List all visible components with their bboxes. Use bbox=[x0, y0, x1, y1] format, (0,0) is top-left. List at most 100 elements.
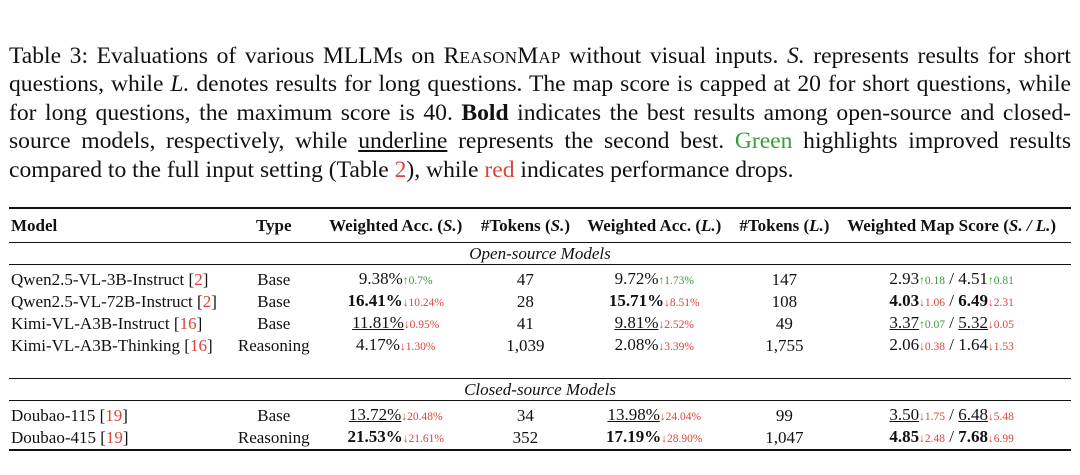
spacer-cell bbox=[9, 357, 1071, 379]
col-header-weighted-acc-long: Weighted Acc. (L.) bbox=[572, 207, 737, 243]
delta-down: ↓10.24% bbox=[402, 297, 444, 309]
model-cell: Doubao-415 [19] bbox=[9, 427, 235, 451]
citation-link[interactable]: 16 bbox=[179, 314, 197, 333]
type-cell: Reasoning bbox=[234, 427, 313, 451]
delta-down: ↓1.53 bbox=[988, 341, 1014, 353]
tokens-long-cell: 147 bbox=[771, 270, 798, 289]
value-best: 4.03 bbox=[889, 291, 920, 310]
map-score-cell: 4.03↓1.06 / 6.49↓2.31 bbox=[889, 291, 1014, 310]
tokens-short-cell: 41 bbox=[516, 314, 534, 333]
tokens-short-cell: 47 bbox=[516, 270, 534, 289]
delta-down: ↓8.51% bbox=[664, 297, 700, 309]
table-row: Kimi-VL-A3B-Instruct [16] Base 11.81% ↓0.… bbox=[9, 313, 1071, 335]
value-best: 6.49 bbox=[958, 291, 989, 310]
value: 2.93 bbox=[889, 269, 920, 288]
table-row: Qwen2.5-VL-3B-Instruct [2] Base 9.38%↑0.… bbox=[9, 269, 1071, 291]
delta-down: ↓20.48% bbox=[401, 411, 443, 423]
citation-link[interactable]: 2 bbox=[194, 270, 203, 289]
group-label: Closed-source Models bbox=[9, 378, 1071, 401]
bold-keyword: Bold bbox=[461, 99, 509, 126]
delta-up: ↑0.81 bbox=[988, 275, 1014, 287]
spacer-row bbox=[9, 357, 1071, 379]
tokens-short-cell: 352 bbox=[478, 427, 572, 451]
table-row: Kimi-VL-A3B-Thinking [16] Reasoning 4.17… bbox=[9, 335, 1071, 357]
value: 1.64 bbox=[958, 335, 989, 354]
citation-link[interactable]: 19 bbox=[105, 406, 123, 425]
table-row: Doubao-415 [19] Reasoning 21.53%↓21.61% … bbox=[9, 427, 1071, 451]
caption-text-6: represents the second best. bbox=[447, 128, 735, 155]
map-score-cell: 2.93↑0.18 / 4.51↑0.81 bbox=[889, 269, 1014, 288]
acc-long-cell: 17.19%↓28.90% bbox=[572, 427, 737, 451]
map-score-cell: 3.50↓1.75 / 6.48↓5.48 bbox=[889, 405, 1014, 424]
value-second: 6.48 bbox=[958, 405, 989, 424]
value-best: 16.41% bbox=[347, 291, 403, 310]
delta-down: ↓0.05 bbox=[988, 319, 1014, 331]
delta-down: ↓2.52% bbox=[658, 319, 694, 331]
caption-text-9: indicates performance drops. bbox=[514, 156, 794, 183]
type-cell: Base bbox=[257, 314, 291, 333]
value: 4.17% bbox=[356, 335, 400, 354]
model-cell: Kimi-VL-A3B-Instruct [16] bbox=[11, 314, 203, 333]
table-2-link[interactable]: 2 bbox=[394, 156, 407, 183]
delta-down: ↓1.30% bbox=[399, 341, 436, 353]
value-best: 17.19% bbox=[606, 427, 662, 446]
delta-down: ↓1.75 bbox=[919, 411, 946, 423]
header-text: Weighted Acc. bbox=[329, 216, 434, 235]
caption-text-4: denotes results for long questions. The … bbox=[9, 71, 1071, 126]
model-name: Kimi-VL-A3B-Thinking bbox=[11, 336, 181, 355]
value-second: 11.81% bbox=[352, 313, 404, 332]
group-divider bbox=[9, 264, 1071, 269]
type-cell: Base bbox=[257, 406, 291, 425]
delta-down: ↓0.38 bbox=[919, 341, 946, 353]
value: 9.38% bbox=[358, 269, 403, 288]
model-name: Qwen2.5-VL-72B-Instruct bbox=[11, 292, 193, 311]
acc-long-cell: 9.81%↓2.52% bbox=[572, 313, 737, 335]
group-label: Open-source Models bbox=[469, 243, 611, 263]
divider-cell bbox=[9, 400, 1071, 405]
delta-down: ↓5.48 bbox=[988, 411, 1014, 423]
caption-text-2: without visual inputs. bbox=[560, 42, 787, 69]
col-header-tokens-short: #Tokens (S.) bbox=[478, 207, 572, 243]
citation-link[interactable]: 19 bbox=[105, 428, 123, 447]
acc-short-cell: 16.41%↓10.24% bbox=[313, 291, 479, 313]
delta-down: ↓28.90% bbox=[661, 433, 703, 445]
delta-down: ↓1.06 bbox=[919, 297, 946, 309]
col-header-type: Type bbox=[234, 207, 313, 243]
delta-down: ↓2.48 bbox=[919, 433, 946, 445]
delta-down: ↓6.99 bbox=[988, 433, 1014, 445]
type-cell: Reasoning bbox=[237, 336, 310, 355]
delta-up: ↑0.18 bbox=[919, 275, 946, 287]
citation-link[interactable]: 16 bbox=[189, 336, 207, 355]
value: 4.51 bbox=[958, 269, 989, 288]
model-cell: Qwen2.5-VL-3B-Instruct [2] bbox=[11, 270, 209, 289]
value-best: 21.53% bbox=[347, 427, 403, 446]
header-row: Model Type Weighted Acc. (S.) #Tokens (S… bbox=[9, 207, 1071, 243]
acc-long-cell: 9.72%↑1.73% bbox=[572, 269, 737, 291]
col-header-model: Model bbox=[9, 207, 235, 243]
tokens-long-cell: 1,755 bbox=[765, 336, 804, 355]
underline-keyword: underline bbox=[358, 128, 448, 155]
value-second: 13.72% bbox=[348, 405, 402, 424]
long-symbol: L. bbox=[170, 71, 190, 98]
group-row-open-source: Open-source Models bbox=[9, 243, 1071, 265]
model-cell: Doubao-115 [19] bbox=[11, 406, 128, 425]
tokens-short-cell: 34 bbox=[516, 406, 534, 425]
tokens-long-cell: 1,047 bbox=[736, 427, 833, 451]
group-row-closed-source: Closed-source Models bbox=[9, 378, 1071, 401]
header-symbol: L. bbox=[809, 216, 824, 235]
citation-link[interactable]: 2 bbox=[202, 292, 212, 311]
table-caption: Table 3: Evaluations of various MLLMs on… bbox=[9, 42, 1071, 185]
value-second: 3.50 bbox=[889, 405, 920, 424]
delta-down: ↓24.04% bbox=[659, 411, 702, 423]
model-name: Qwen2.5-VL-3B-Instruct bbox=[11, 270, 185, 289]
map-score-cell: 3.37↑0.07 / 5.32↓0.05 bbox=[889, 313, 1014, 332]
delta-up: ↑0.7% bbox=[402, 275, 433, 287]
caption-text-1: Table 3: Evaluations of various MLLMs on bbox=[9, 42, 444, 69]
acc-short-cell: 9.38%↑0.7% bbox=[313, 269, 479, 291]
delta-up: ↑1.73% bbox=[658, 275, 694, 287]
value: 2.08% bbox=[614, 335, 659, 354]
col-header-weighted-map-score: Weighted Map Score (S. / L.) bbox=[832, 207, 1071, 243]
value-best: 7.68 bbox=[958, 427, 989, 446]
value: 9.72% bbox=[614, 269, 659, 288]
